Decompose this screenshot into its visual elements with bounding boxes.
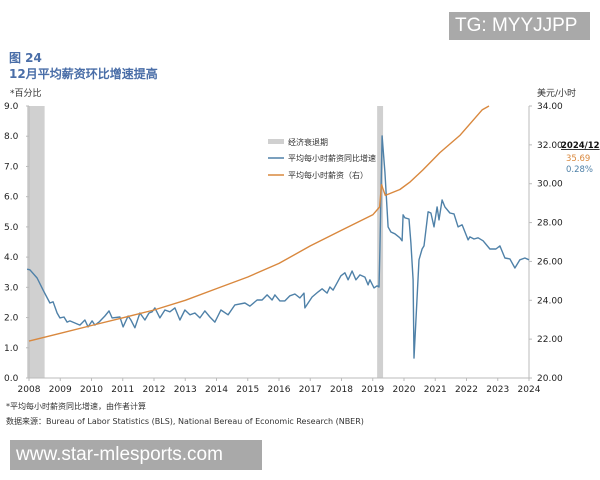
x-tick-label: 2022	[455, 385, 478, 395]
x-tick-label: 2012	[143, 385, 166, 395]
watermark-bottom: www.star-mlesports.com	[10, 440, 262, 470]
annotation-wage: 35.69	[566, 154, 590, 164]
recession-bands	[27, 106, 384, 378]
left-tick-label: 5.0	[4, 223, 19, 233]
x-tick-label: 2016	[268, 385, 291, 395]
legend-label-recession: 经济衰退期	[288, 137, 328, 147]
series-line-hourly-wage	[28, 105, 490, 342]
left-tick-label: 3.0	[4, 283, 19, 293]
left-tick-label: 6.0	[4, 193, 19, 203]
x-tick-label: 2014	[205, 385, 228, 395]
chart-title: 12月平均薪资环比增速提高	[9, 67, 158, 81]
legend-swatch-recession	[268, 139, 284, 144]
right-tick-label: 22.00	[537, 335, 563, 345]
annotation-growth: 0.28%	[566, 165, 593, 175]
left-tick-label: 4.0	[4, 253, 19, 263]
x-tick-label: 2017	[299, 385, 322, 395]
axes: 2008 2009 2010 2011 2012 2013 2014 2015 2016 2017…	[4, 102, 563, 395]
x-tick-label: 2008	[18, 385, 41, 395]
recession-band	[27, 106, 45, 378]
x-tick-label: 2023	[486, 385, 509, 395]
right-axis-unit: 美元/小时	[537, 89, 577, 99]
x-tick-label: 2011	[111, 385, 134, 395]
left-tick-label: 7.0	[4, 162, 19, 172]
x-tick-label: 2015	[236, 385, 259, 395]
legend: 经济衰退期 平均每小时薪资同比增速 平均每小时薪资（右）	[268, 137, 376, 180]
data-source: 数据来源：Bureau of Labor Statistics (BLS), N…	[6, 417, 364, 426]
x-tick-label: 2013	[174, 385, 197, 395]
left-tick-label: 1.0	[4, 344, 19, 354]
x-tick-label: 2010	[80, 385, 103, 395]
right-tick-label: 34.00	[537, 102, 563, 112]
right-tick-label: 20.00	[537, 374, 563, 384]
figure-label: 图 24	[9, 51, 42, 65]
right-tick-label: 30.00	[537, 180, 563, 190]
x-tick-label: 2018	[330, 385, 353, 395]
legend-label-wage: 平均每小时薪资（右）	[288, 170, 368, 180]
right-tick-label: 28.00	[537, 219, 563, 229]
x-tick-label: 2020	[393, 385, 416, 395]
right-tick-label: 24.00	[537, 296, 563, 306]
left-axis-unit: *百分比	[10, 89, 42, 99]
legend-label-growth: 平均每小时薪资同比增速	[288, 153, 376, 163]
left-tick-label: 9.0	[4, 102, 19, 112]
x-tick-label: 2009	[49, 385, 72, 395]
watermark-top: TG: MYYJJPP	[449, 12, 590, 40]
left-tick-label: 8.0	[4, 132, 19, 142]
end-annotation: 2024/12 35.69 0.28%	[561, 141, 600, 175]
left-tick-label: 2.0	[4, 314, 19, 324]
series-lines	[26, 105, 530, 359]
footnote: *平均每小时薪资同比增速，由作者计算	[6, 402, 146, 411]
x-tick-label: 2021	[424, 385, 447, 395]
left-tick-label: 0.0	[4, 374, 19, 384]
series-line-wage-growth	[26, 135, 530, 359]
annotation-date: 2024/12	[561, 141, 600, 151]
right-tick-label: 32.00	[537, 141, 563, 151]
x-tick-label: 2019	[361, 385, 384, 395]
x-tick-label: 2024	[518, 385, 541, 395]
right-tick-label: 26.00	[537, 257, 563, 267]
